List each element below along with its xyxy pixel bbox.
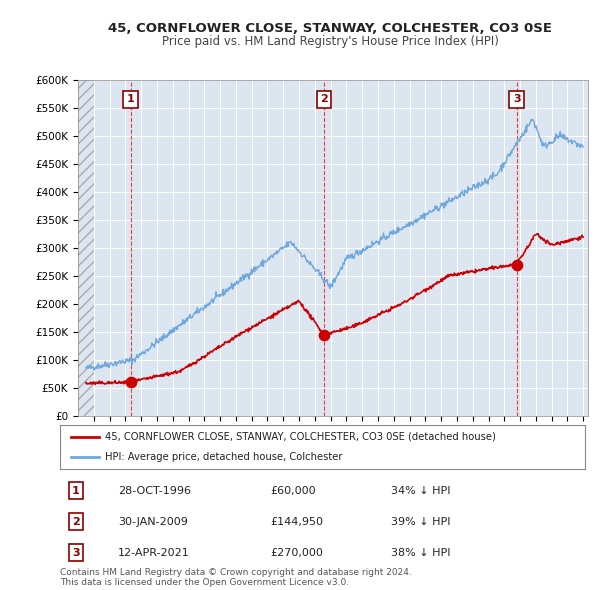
Text: 34% ↓ HPI: 34% ↓ HPI — [391, 486, 450, 496]
Text: 2: 2 — [320, 94, 328, 104]
Text: 45, CORNFLOWER CLOSE, STANWAY, COLCHESTER, CO3 0SE: 45, CORNFLOWER CLOSE, STANWAY, COLCHESTE… — [108, 22, 552, 35]
Text: £270,000: £270,000 — [270, 548, 323, 558]
Text: 2: 2 — [72, 517, 80, 526]
Point — [512, 260, 521, 269]
Text: 1: 1 — [72, 486, 80, 496]
Point — [319, 330, 329, 339]
Text: HPI: Average price, detached house, Colchester: HPI: Average price, detached house, Colc… — [104, 452, 342, 462]
Bar — [78, 80, 94, 416]
Text: £60,000: £60,000 — [270, 486, 316, 496]
Text: Contains HM Land Registry data © Crown copyright and database right 2024.
This d: Contains HM Land Registry data © Crown c… — [60, 568, 412, 587]
Text: 28-OCT-1996: 28-OCT-1996 — [118, 486, 191, 496]
Text: 12-APR-2021: 12-APR-2021 — [118, 548, 190, 558]
Text: 38% ↓ HPI: 38% ↓ HPI — [391, 548, 450, 558]
Text: 3: 3 — [513, 94, 520, 104]
Text: Price paid vs. HM Land Registry's House Price Index (HPI): Price paid vs. HM Land Registry's House … — [161, 35, 499, 48]
Text: 39% ↓ HPI: 39% ↓ HPI — [391, 517, 450, 526]
Text: 45, CORNFLOWER CLOSE, STANWAY, COLCHESTER, CO3 0SE (detached house): 45, CORNFLOWER CLOSE, STANWAY, COLCHESTE… — [104, 432, 496, 442]
Text: 1: 1 — [127, 94, 134, 104]
Point — [126, 378, 136, 387]
Text: 3: 3 — [72, 548, 80, 558]
Text: £144,950: £144,950 — [270, 517, 323, 526]
Text: 30-JAN-2009: 30-JAN-2009 — [118, 517, 188, 526]
